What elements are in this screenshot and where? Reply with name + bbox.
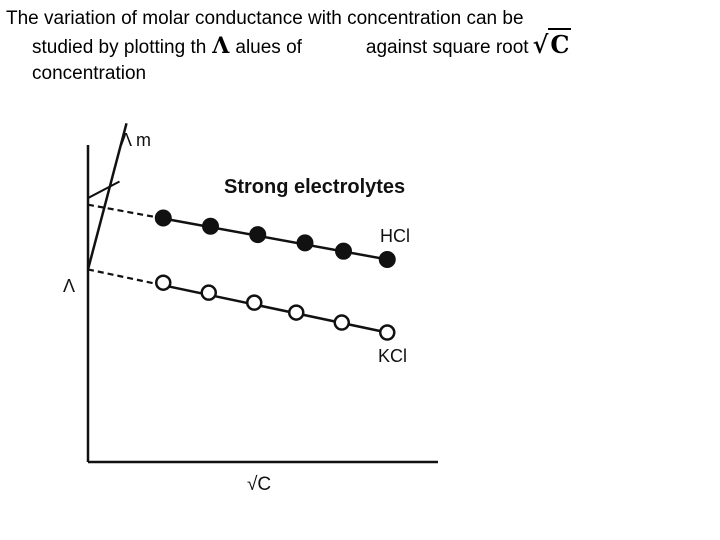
y-axis-label: Λ m <box>120 130 151 150</box>
intercept-label: Λ <box>63 276 75 296</box>
series-label-hcl: HCl <box>380 226 410 246</box>
weak-curve-tick <box>87 180 120 199</box>
data-point-hcl <box>335 242 352 260</box>
data-point-kcl <box>246 294 263 311</box>
extrapolation-line-kcl <box>87 268 164 287</box>
extrapolation-line-hcl <box>87 203 164 220</box>
data-point-hcl <box>296 234 314 252</box>
series-label-kcl: KCl <box>378 346 407 366</box>
data-point-hcl <box>154 209 172 227</box>
fit-line-kcl <box>162 284 388 334</box>
text-line-2a: studied by plotting th <box>32 37 207 58</box>
text-line-2b: alues of <box>235 37 302 58</box>
slide-text: The variation of molar conductance with … <box>6 6 706 87</box>
text-line-3: concentration <box>32 63 147 84</box>
data-point-kcl <box>200 284 217 301</box>
data-point-kcl <box>333 314 350 331</box>
x-axis-label: √C <box>247 474 271 495</box>
data-point-kcl <box>155 274 172 291</box>
data-point-kcl <box>379 324 396 341</box>
chart-title: Strong electrolytes <box>224 176 405 198</box>
weak-electrolyte-curve <box>86 123 128 270</box>
text-line-1: The variation of molar conductance with … <box>6 8 524 29</box>
data-point-hcl <box>249 226 267 244</box>
text-line-2c: against square root <box>365 37 529 58</box>
lambda-symbol: Λ <box>212 33 230 59</box>
sqrt-symbol: √C <box>532 28 572 59</box>
data-point-kcl <box>288 304 305 321</box>
sqrt-sign: √ <box>532 30 549 59</box>
fit-line-hcl <box>163 217 388 261</box>
sqrt-argument: C <box>548 28 572 59</box>
data-point-hcl <box>202 217 219 235</box>
data-point-hcl <box>378 250 396 268</box>
